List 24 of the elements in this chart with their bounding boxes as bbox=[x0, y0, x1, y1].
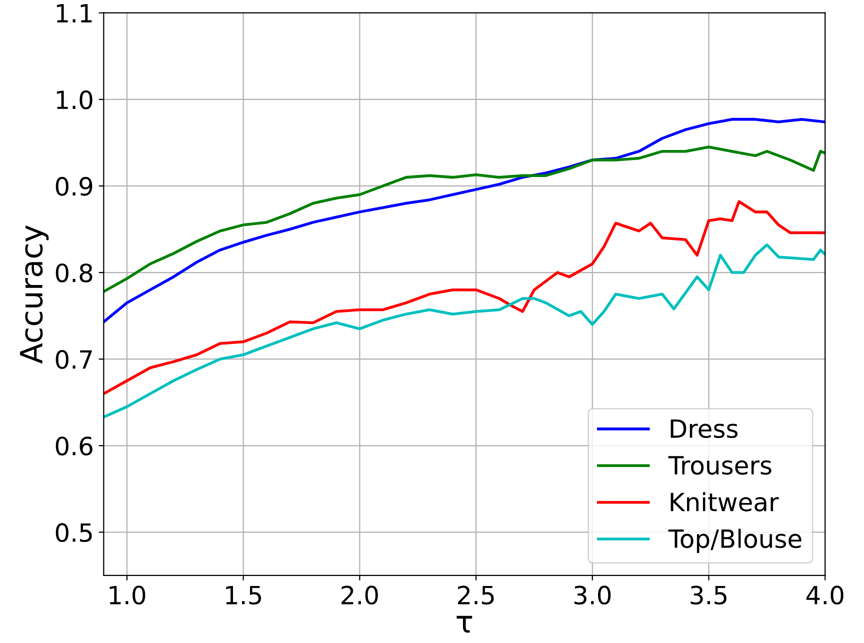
x-tick-label: 4.0 bbox=[806, 586, 844, 605]
legend-label: Knitwear bbox=[670, 492, 779, 512]
x-tick-label: 3.5 bbox=[690, 586, 726, 605]
line-series bbox=[104, 146, 826, 293]
y-axis-title: Accuracy bbox=[20, 225, 49, 364]
x-tick-label: 1.0 bbox=[110, 586, 146, 605]
y-tick-label: 1.0 bbox=[56, 90, 92, 110]
legend-label: Top/Blouse bbox=[668, 528, 802, 553]
legend-label: Trousers bbox=[668, 456, 772, 475]
legend-label: Dress bbox=[670, 419, 738, 438]
y-tick-label: 0.5 bbox=[56, 523, 92, 542]
x-axis-title: τ bbox=[456, 616, 472, 633]
x-tick-label: 3.0 bbox=[574, 586, 611, 605]
x-tick-label: 2.0 bbox=[342, 586, 378, 605]
y-tick-label: 1.1 bbox=[56, 4, 92, 22]
x-tick-label: 1.5 bbox=[226, 586, 262, 605]
line-series bbox=[104, 200, 826, 396]
line-series bbox=[104, 118, 826, 324]
line-series bbox=[104, 243, 826, 418]
y-tick-label: 0.6 bbox=[56, 436, 92, 456]
y-tick-label: 0.8 bbox=[56, 263, 92, 282]
y-tick-label: 0.9 bbox=[56, 176, 92, 196]
x-tick-label: 2.5 bbox=[458, 586, 494, 605]
y-tick-label: 0.7 bbox=[56, 350, 92, 369]
